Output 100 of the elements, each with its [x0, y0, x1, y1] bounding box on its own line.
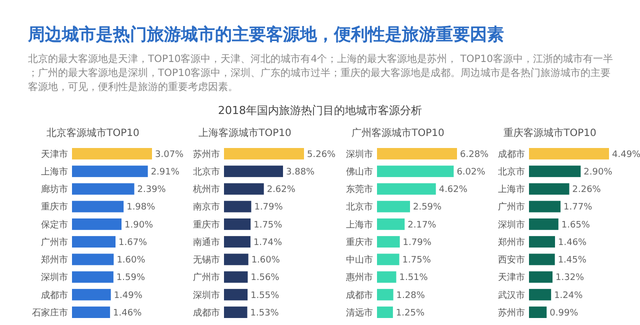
data-label: 1.67%	[118, 238, 148, 248]
data-label: 1.90%	[124, 220, 154, 230]
y-tick-label: 重庆市	[193, 219, 220, 230]
data-label: 1.79%	[402, 238, 432, 248]
bar	[224, 218, 251, 230]
bar	[72, 218, 122, 230]
data-label: 1.46%	[113, 308, 142, 318]
y-tick-label: 石家庄市	[32, 307, 68, 318]
y-tick-label: 天津市	[498, 272, 525, 284]
data-label: 1.45%	[558, 256, 587, 266]
y-tick-label: 广州市	[498, 202, 525, 213]
bar	[224, 183, 264, 195]
y-tick-label: 苏州市	[498, 307, 525, 318]
bar	[377, 236, 400, 248]
bar	[529, 288, 552, 300]
data-label: 1.55%	[250, 290, 280, 301]
y-tick-label: 郑州市	[41, 254, 68, 266]
data-label: 1.74%	[253, 238, 283, 248]
chart-title: 北京客源城市TOP10	[46, 127, 140, 139]
data-label: 0.99%	[550, 308, 579, 318]
y-tick-label: 中山市	[346, 254, 373, 266]
y-tick-label: 重庆市	[41, 202, 68, 213]
y-tick-label: 廊坊市	[41, 184, 68, 196]
y-tick-label: 无锡市	[193, 254, 220, 266]
y-tick-label: 成都市	[193, 307, 220, 318]
y-tick-label: 深圳市	[41, 272, 68, 284]
data-label: 1.60%	[251, 256, 280, 266]
y-tick-label: 广州市	[41, 236, 68, 248]
y-tick-label: 杭州市	[192, 184, 220, 196]
text: 北京的最大客源地是天津，TOP10客源中，天津、河北的城市有4个；上海的最大客源地是苏州， TOP10客源中，江浙的城市有一半；广州的最大客源地是深圳，TOP10客源中，深圳、广东的城市过半；重庆的最大客源地是成都。周边城市是各热门旅游城市的主要客源地，可见，便利性是旅游的重要考虑因素。	[28, 53, 614, 93]
bar	[224, 306, 248, 318]
bar	[377, 148, 457, 160]
data-label: 2.26%	[572, 185, 602, 196]
bar	[224, 271, 248, 283]
bar	[529, 200, 561, 212]
chart-title: 上海客源城市TOP10	[198, 127, 292, 139]
y-tick-label: 武汉市	[498, 290, 525, 301]
data-label: 2.17%	[408, 220, 437, 230]
y-tick-label: 广州市	[193, 272, 220, 284]
bar	[72, 271, 114, 283]
bar	[224, 148, 304, 160]
bar	[224, 200, 252, 212]
data-label: 6.28%	[460, 150, 490, 160]
data-label: 1.60%	[116, 256, 146, 266]
bar	[529, 236, 556, 248]
y-tick-label: 天津市	[41, 148, 68, 160]
y-tick-label: 北京市	[346, 202, 373, 213]
data-label: 2.91%	[150, 167, 180, 178]
data-label: 1.53%	[250, 308, 280, 318]
data-label: 1.75%	[402, 256, 432, 266]
y-tick-label: 深圳市	[346, 148, 373, 160]
y-tick-label: 北京市	[498, 166, 525, 178]
data-label: 3.07%	[155, 150, 184, 160]
data-label: 1.25%	[396, 308, 425, 318]
data-label: 2.39%	[137, 185, 166, 196]
y-tick-label: 深圳市	[498, 219, 525, 230]
y-tick-label: 成都市	[498, 148, 525, 160]
bar	[377, 271, 396, 283]
bar	[529, 271, 553, 283]
bar	[529, 148, 609, 160]
y-tick-label: 东莞市	[346, 184, 373, 196]
y-tick-label: 成都市	[346, 290, 373, 301]
data-label: 4.49%	[612, 150, 640, 160]
bar	[72, 166, 148, 178]
bar	[72, 254, 114, 266]
data-label: 1.77%	[564, 202, 593, 213]
y-tick-label: 成都市	[41, 290, 68, 301]
bar	[72, 236, 116, 248]
bar	[72, 288, 111, 300]
data-label: 1.28%	[396, 290, 426, 301]
bar	[377, 183, 436, 195]
text: 2018年国内旅游热门目的地城市客源分析	[218, 104, 422, 117]
y-tick-label: 清远市	[346, 307, 373, 318]
bar	[529, 218, 558, 230]
data-label: 3.88%	[286, 167, 316, 178]
bar	[529, 254, 555, 266]
bar	[377, 288, 394, 300]
bar	[224, 166, 284, 178]
data-label: 6.02%	[456, 167, 486, 178]
y-tick-label: 南京市	[193, 202, 220, 213]
bar	[377, 306, 393, 318]
y-tick-label: 西安市	[498, 254, 525, 266]
bar	[377, 166, 454, 178]
data-label: 2.62%	[266, 185, 296, 196]
bar	[377, 218, 405, 230]
data-label: 1.98%	[126, 202, 156, 213]
y-tick-label: 重庆市	[346, 236, 373, 248]
data-label: 4.62%	[438, 185, 468, 196]
bar	[377, 254, 400, 266]
data-label: 1.46%	[558, 238, 588, 248]
y-tick-label: 佛山市	[346, 166, 373, 178]
data-label: 2.90%	[584, 167, 613, 178]
bar	[529, 166, 581, 178]
chart-title: 广州客源城市TOP10	[352, 127, 444, 139]
data-label: 1.56%	[250, 273, 280, 284]
data-label: 5.26%	[307, 150, 336, 160]
y-tick-label: 苏州市	[193, 148, 220, 160]
chart-title: 重庆客源城市TOP10	[504, 127, 596, 139]
data-label: 1.59%	[116, 273, 146, 284]
bar	[72, 148, 152, 160]
